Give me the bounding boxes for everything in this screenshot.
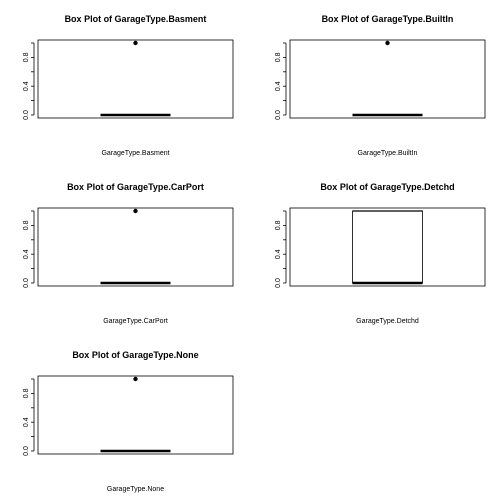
x-axis-label: GarageType.Basment — [101, 150, 169, 157]
y-tick-label: 0.0 — [275, 278, 282, 288]
outlier-point — [133, 208, 138, 214]
y-tick-label: 0.4 — [23, 417, 30, 427]
chart-title: Box Plot of GarageType.Detchd — [320, 182, 454, 192]
chart-panel: Box Plot of GarageType.BuiltIn 0.0 0.4 0.8 G… — [275, 14, 486, 157]
y-tick-label: 0.8 — [275, 52, 282, 62]
plot-frame — [37, 207, 234, 287]
plot-frame — [37, 375, 234, 455]
box-body — [352, 210, 423, 284]
y-tick-label: 0.0 — [275, 110, 282, 120]
y-tick-label: 0.4 — [23, 81, 30, 91]
y-tick-label: 0.0 — [23, 446, 30, 456]
x-axis-label: GarageType.BuiltIn — [358, 150, 418, 157]
y-tick-label: 0.4 — [275, 249, 282, 259]
chart-panel: Box Plot of GarageType.Basment 0.0 0.4 0.8 G… — [23, 14, 234, 157]
plot-frame — [37, 39, 234, 119]
y-tick-label: 0.8 — [23, 388, 30, 398]
x-axis-label: GarageType.CarPort — [103, 318, 168, 325]
y-tick-label: 0.4 — [275, 81, 282, 91]
chart-panel: Box Plot of GarageType.None 0.0 0.4 0.8 Gara… — [23, 350, 234, 493]
chart-title: Box Plot of GarageType.None — [72, 350, 198, 360]
plot-frame — [289, 207, 486, 287]
y-tick-label: 0.8 — [275, 220, 282, 230]
chart-title: Box Plot of GarageType.CarPort — [67, 182, 204, 192]
chart-panel: Box Plot of GarageType.CarPort 0.0 0.4 0.8 G… — [23, 182, 234, 325]
chart-title: Box Plot of GarageType.Basment — [65, 14, 207, 24]
x-axis-label: GarageType.None — [107, 486, 164, 493]
plot-frame — [289, 39, 486, 119]
y-tick-label: 0.0 — [23, 278, 30, 288]
chart-panel: Box Plot of GarageType.Detchd 0.0 0.4 0.8 Ga… — [275, 182, 486, 325]
y-tick-label: 0.8 — [23, 52, 30, 62]
chart-title: Box Plot of GarageType.BuiltIn — [322, 14, 454, 24]
y-tick-label: 0.8 — [23, 220, 30, 230]
outlier-point — [133, 40, 138, 46]
x-axis-label: GarageType.Detchd — [356, 318, 419, 325]
y-tick-label: 0.4 — [23, 249, 30, 259]
y-tick-label: 0.0 — [23, 110, 30, 120]
outlier-point — [385, 40, 390, 46]
outlier-point — [133, 376, 138, 382]
